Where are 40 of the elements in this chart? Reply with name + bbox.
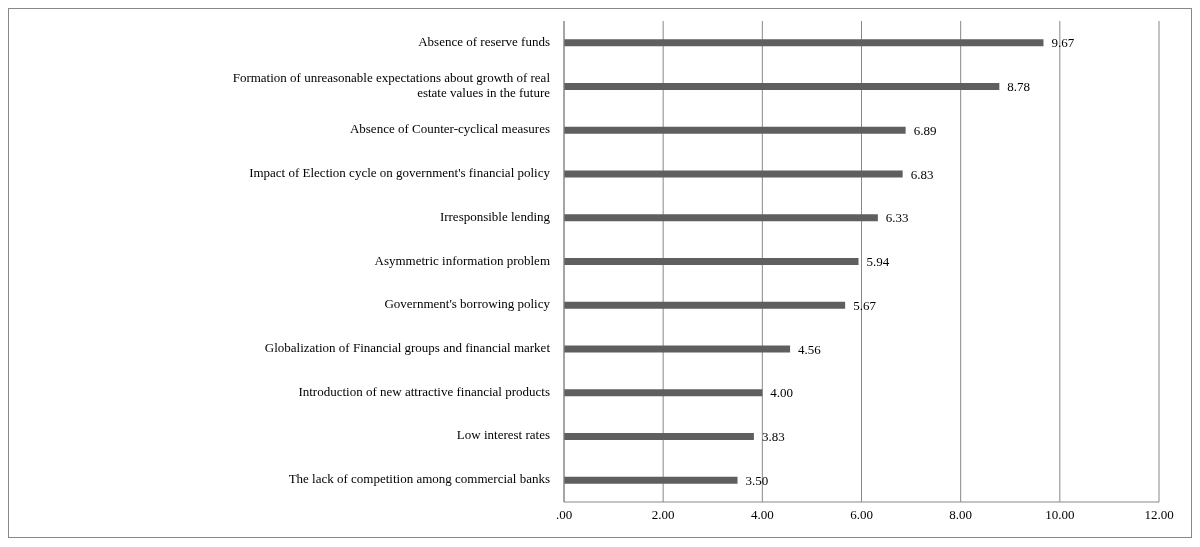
y-tick-label: Impact of Election cycle on government's financial policy — [249, 165, 551, 181]
data-label: 5.67 — [853, 297, 877, 313]
y-tick-label: Absence of Counter-cyclical measures — [349, 121, 550, 137]
y-tick-label: The lack of competition among commercial banks — [288, 471, 550, 487]
bar — [564, 389, 763, 397]
y-tick-label: Government's borrowing policy — [384, 296, 551, 312]
bar — [564, 258, 859, 265]
bar — [564, 83, 1000, 91]
x-tick-label: 4.00 — [750, 507, 774, 523]
data-label: 5.94 — [866, 254, 890, 270]
y-tick-label: Globalization of Financial groups and financial market — [264, 339, 551, 355]
data-label: 6.33 — [885, 210, 909, 226]
bar — [564, 301, 846, 309]
bar — [564, 476, 738, 484]
data-label: 4.00 — [770, 385, 794, 401]
data-label: 3.50 — [745, 472, 769, 488]
bar — [564, 214, 878, 222]
bar — [564, 39, 1044, 47]
data-label: 9.67 — [1051, 35, 1075, 51]
x-tick-label: 8.00 — [949, 507, 973, 523]
data-label: 4.56 — [798, 341, 822, 357]
y-tick-label: Absence of reserve funds — [418, 33, 550, 49]
y-tick-label: Irresponsible lending — [439, 208, 551, 224]
data-label: 3.83 — [761, 429, 785, 445]
bar — [564, 126, 906, 134]
x-tick-label: 6.00 — [850, 507, 873, 523]
data-label: 6.89 — [913, 122, 937, 138]
x-tick-label: 12.00 — [1144, 507, 1174, 523]
y-tick-label: Introduction of new attractive financial products — [298, 383, 550, 399]
bar — [564, 432, 754, 440]
data-label: 6.83 — [910, 166, 934, 182]
y-tick-label: Low interest rates — [456, 427, 550, 443]
x-tick-label: 10.00 — [1045, 507, 1075, 523]
y-tick-label: Asymmetric information problem — [374, 252, 550, 268]
x-tick-label: 2.00 — [651, 507, 675, 523]
x-tick-label: .00 — [555, 507, 573, 523]
bar — [564, 345, 791, 353]
data-label: 8.78 — [1007, 79, 1031, 95]
bar — [564, 170, 903, 178]
y-tick-label: Formation of unreasonable expectations about growth of real estate values in the future — [232, 70, 551, 101]
